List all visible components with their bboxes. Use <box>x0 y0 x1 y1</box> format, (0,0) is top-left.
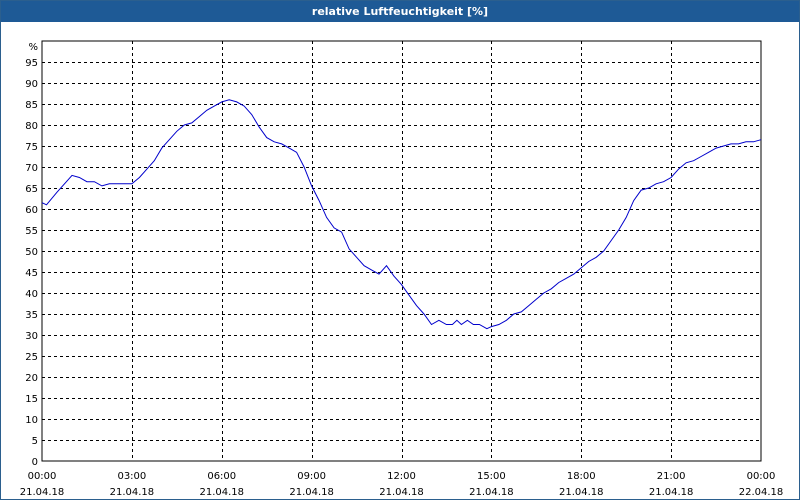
chart-title: relative Luftfeuchtigkeit [%] <box>1 1 799 22</box>
x-tick-date: 21.04.18 <box>379 487 424 498</box>
x-tick-date: 21.04.18 <box>559 487 604 498</box>
y-tick-label: 80 <box>25 121 38 132</box>
y-tick-label: 70 <box>25 163 38 174</box>
x-tick-labels: 00:00 21.04.18 03:00 21.04.18 06:00 21.04.18 0… <box>20 471 784 498</box>
y-tick-label: 90 <box>25 79 38 90</box>
series-layer <box>41 99 762 330</box>
x-tick-date: 22.04.18 <box>739 487 784 498</box>
x-tick-date: 21.04.18 <box>20 487 65 498</box>
x-tick-time: 12:00 <box>387 471 416 482</box>
y-tick-label: 50 <box>25 247 38 258</box>
y-tick-label: 5 <box>32 436 38 447</box>
y-tick-label: 10 <box>25 415 38 426</box>
y-tick-label: 20 <box>25 373 38 384</box>
x-tick-time: 09:00 <box>297 471 326 482</box>
x-tick-time: 15:00 <box>477 471 506 482</box>
y-tick-label: 85 <box>25 100 38 111</box>
x-tick-time: 00:00 <box>747 471 776 482</box>
y-tick-label: 40 <box>25 289 38 300</box>
x-tick-date: 21.04.18 <box>649 487 694 498</box>
x-tick-time: 06:00 <box>207 471 236 482</box>
y-tick-label: 65 <box>25 184 38 195</box>
y-tick-label: 45 <box>25 268 38 279</box>
x-tick-date: 21.04.18 <box>199 487 244 498</box>
x-tick-time: 03:00 <box>117 471 146 482</box>
x-tick-time: 00:00 <box>28 471 57 482</box>
y-tick-label: 35 <box>25 310 38 321</box>
y-tick-labels: 0 5 10 15 20 25 30 35 40 45 50 55 60 65 70 75 80 85 90 95 <box>25 58 38 468</box>
y-tick-label: 0 <box>32 457 38 468</box>
grid <box>41 40 762 462</box>
y-tick-label: 95 <box>25 58 38 69</box>
x-tick-date: 21.04.18 <box>110 487 155 498</box>
x-tick-date: 21.04.18 <box>289 487 334 498</box>
y-axis-label: % <box>28 42 38 53</box>
y-tick-label: 55 <box>25 226 38 237</box>
y-tick-label: 60 <box>25 205 38 216</box>
y-tick-label: 25 <box>25 352 38 363</box>
y-tick-label: 15 <box>25 394 38 405</box>
x-tick-date: 21.04.18 <box>469 487 514 498</box>
plot-frame <box>41 40 762 462</box>
y-tick-label: 30 <box>25 331 38 342</box>
humidity-series-line <box>41 99 762 330</box>
y-tick-label: 75 <box>25 142 38 153</box>
x-tick-time: 21:00 <box>657 471 686 482</box>
x-tick-time: 18:00 <box>567 471 596 482</box>
